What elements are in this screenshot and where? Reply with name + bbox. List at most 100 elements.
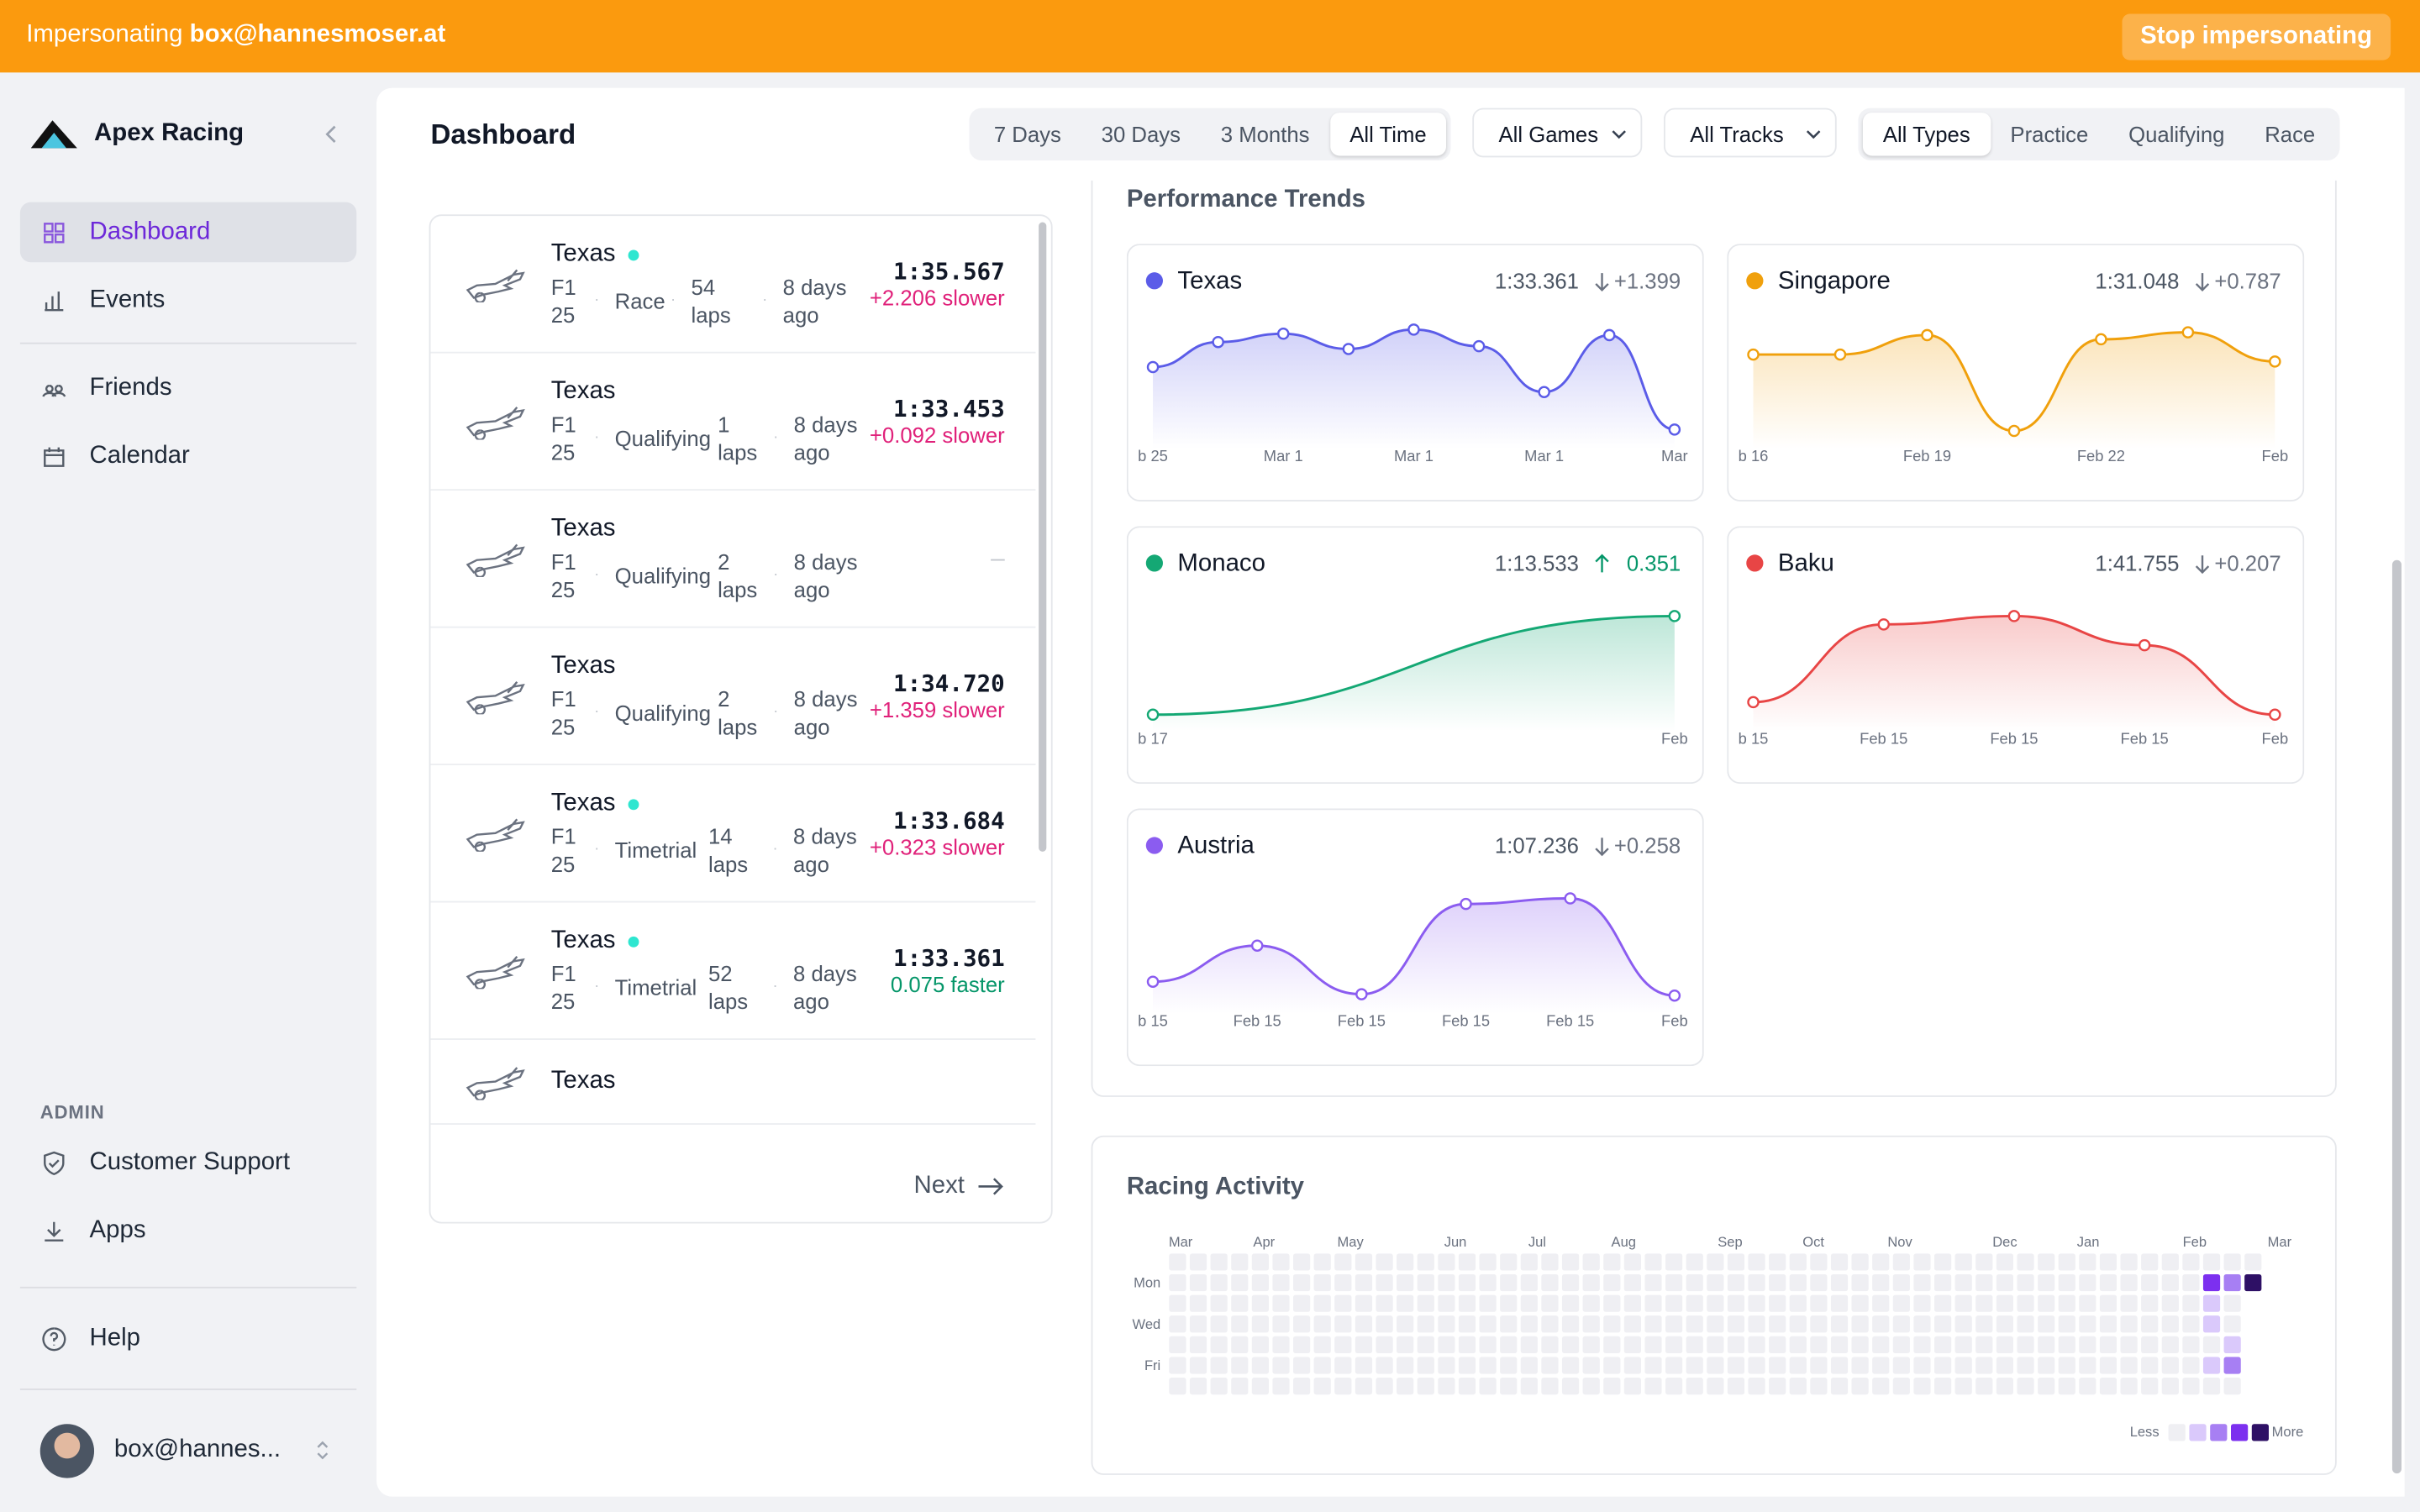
next-button[interactable]: Next	[914, 1173, 1005, 1200]
trend-delta: +0.787	[2214, 270, 2281, 293]
session-row[interactable]: Texas F1 25 · Timetrial · 14 laps · 8 days ago 1…	[430, 765, 1036, 903]
session-row[interactable]: Texas	[430, 1040, 1036, 1125]
activity-cell	[1603, 1294, 1621, 1312]
session-track: Texas	[551, 376, 870, 407]
activity-cell	[1686, 1253, 1703, 1271]
trend-card[interactable]: Monaco 1:13.533 0.351 b 17 Feb	[1126, 526, 1704, 785]
filter-option[interactable]: All Types	[1862, 113, 1991, 156]
nav-item[interactable]: Help	[20, 1309, 356, 1369]
activity-cell	[1996, 1253, 2014, 1271]
meta-age: 8 days ago	[793, 412, 858, 465]
activity-cell	[1665, 1357, 1683, 1374]
nav-item[interactable]: Events	[20, 270, 356, 330]
activity-cell	[1582, 1273, 1600, 1292]
filter-option[interactable]: 30 Days	[1101, 122, 1181, 147]
activity-cell	[1334, 1378, 1352, 1395]
activity-cell	[1975, 1273, 1993, 1292]
activity-cell	[1334, 1294, 1352, 1312]
activity-cell	[2017, 1253, 2034, 1271]
activity-cell	[1686, 1378, 1703, 1395]
select-label: All Tracks	[1690, 122, 1784, 147]
nav-item[interactable]: Apps	[20, 1200, 356, 1261]
track-name: Texas	[550, 378, 616, 405]
activity-cell	[1727, 1336, 1745, 1354]
session-row[interactable]: Texas F1 25 · Race · 54 laps · 8 days ago 1:35.5…	[430, 216, 1036, 354]
activity-cell	[1334, 1273, 1352, 1292]
icon	[42, 1326, 66, 1351]
trend-card[interactable]: Austria 1:07.236 +0.258 b 15 Feb 15 Feb 15 Feb…	[1126, 808, 1704, 1067]
separator: ·	[687, 978, 693, 995]
select[interactable]: All Tracks	[1664, 108, 1837, 158]
trend-card[interactable]: Baku 1:41.755 +0.207 b 15 Feb 15 Feb 15 Feb 15…	[1727, 526, 2305, 785]
session-row[interactable]: Texas F1 25 · Timetrial · 52 laps · 8 days ago 1…	[430, 902, 1036, 1040]
nav-label: Dashboard	[89, 218, 211, 245]
activity-cell	[1210, 1336, 1228, 1354]
separator: ·	[594, 703, 600, 721]
car-shape	[466, 955, 525, 990]
activity-cell	[2223, 1336, 2241, 1354]
activity-cell	[2223, 1357, 2241, 1374]
select[interactable]: All Games	[1472, 108, 1643, 158]
activity-cell	[1810, 1294, 1828, 1312]
activity-cell	[1500, 1378, 1518, 1395]
activity-cell	[1769, 1357, 1786, 1374]
x-tick-label: Feb	[1661, 1011, 1688, 1029]
collapse-button[interactable]	[323, 123, 341, 145]
activity-cell	[2058, 1378, 2075, 1395]
activity-cell	[1623, 1315, 1642, 1333]
activity-cell	[1975, 1294, 1993, 1312]
activity-cell	[2202, 1357, 2221, 1374]
nav-item[interactable]: Customer Support	[20, 1132, 356, 1193]
filter-option[interactable]: All Time	[1329, 113, 1447, 156]
activity-cell	[1169, 1253, 1186, 1271]
activity-cell	[1727, 1315, 1745, 1333]
stop-button[interactable]: Stop impersonating	[2122, 13, 2391, 60]
activity-cell	[1520, 1378, 1538, 1395]
brand: Apex Racing	[94, 120, 245, 147]
user-name: box@hannes...	[113, 1436, 281, 1463]
activity-cell	[1438, 1315, 1455, 1333]
trend-card[interactable]: Singapore 1:31.048 +0.787 b 16 Feb 19 Feb 22 F…	[1727, 244, 2305, 501]
activity-cell	[1686, 1336, 1703, 1354]
nav-item[interactable]: Friends	[20, 358, 356, 418]
meta-type: Timetrial	[614, 974, 697, 1000]
activity-cell	[1810, 1357, 1828, 1374]
session-row[interactable]: Texas F1 25 · Qualifying · 2 laps · 8 days ago 1…	[430, 628, 1036, 766]
session-row[interactable]: Texas F1 25 · Qualifying · 1 laps · 8 days ago 1…	[430, 354, 1036, 491]
x-tick-label: Feb	[2262, 729, 2289, 747]
impersonation-banner: Impersonating box@hannesmoser.at Stop im…	[0, 0, 2420, 73]
filter-option[interactable]: 3 Months	[1220, 122, 1310, 147]
session-track: Texas	[551, 239, 870, 270]
car-icon	[466, 407, 525, 440]
activity-cell	[2120, 1294, 2138, 1312]
activity-cell	[1355, 1315, 1373, 1333]
session-row[interactable]: Texas F1 25 · Qualifying · 2 laps · 8 days ago —	[430, 491, 1036, 628]
filter-option[interactable]: 7 Days	[993, 122, 1061, 147]
filter-option[interactable]: Practice	[2010, 122, 2089, 147]
activity-cell	[1933, 1378, 1952, 1395]
activity-cell	[1189, 1294, 1207, 1312]
activity-cell	[1644, 1273, 1662, 1292]
x-tick-label: Feb 15	[1442, 1011, 1490, 1029]
trend-card[interactable]: Texas 1:33.361 +1.399 b 25 Mar 1 Mar 1 Mar 1 Ma…	[1126, 244, 1704, 501]
nav-item[interactable]: Calendar	[20, 426, 356, 486]
activity-cell	[1707, 1273, 1724, 1292]
activity-cell	[1727, 1357, 1745, 1374]
admin-heading: ADMIN	[39, 1101, 105, 1124]
activity-cell	[1541, 1378, 1559, 1395]
activity-cell	[1376, 1357, 1393, 1374]
session-result: 1:33.684 +0.323 slower	[870, 807, 1005, 859]
activity-cell	[2223, 1294, 2241, 1312]
filter-option[interactable]: Race	[2265, 122, 2316, 147]
nav-item[interactable]: Dashboard	[19, 202, 357, 263]
trends-card: Performance Trends Texas 1:33.361 +1.399 b 2…	[1091, 118, 2337, 1097]
list-scrollbar	[1039, 222, 1047, 852]
activity-cell	[1272, 1315, 1290, 1333]
trend-point	[2269, 708, 2281, 722]
month-label: Apr	[1253, 1234, 1275, 1250]
user-menu[interactable]: box@hannes...	[39, 1422, 349, 1478]
separator: ·	[594, 428, 600, 446]
activity-cell	[2038, 1253, 2055, 1271]
separator: ·	[772, 978, 778, 995]
filter-option[interactable]: Qualifying	[2128, 122, 2225, 147]
